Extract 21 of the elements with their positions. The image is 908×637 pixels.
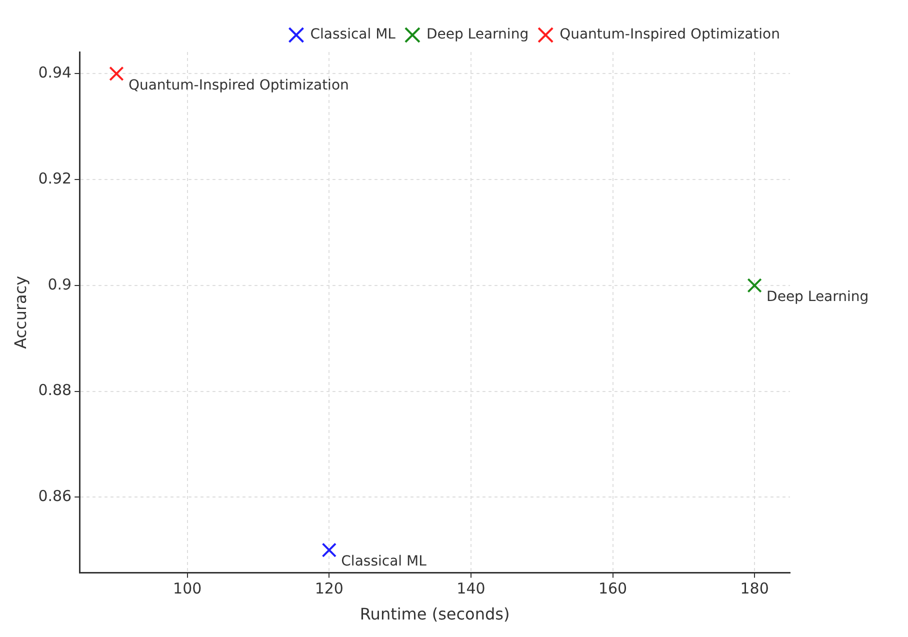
x-tick-label: 160 bbox=[598, 580, 628, 598]
y-tick-label: 0.86 bbox=[38, 487, 72, 506]
x-tick-label: 120 bbox=[314, 580, 344, 598]
x-tick-label: 180 bbox=[740, 580, 769, 598]
point bbox=[322, 542, 337, 558]
point bbox=[109, 66, 124, 82]
y-tick-label: 0.88 bbox=[38, 381, 72, 400]
y-tick-label: 0.94 bbox=[38, 64, 72, 82]
x-tick-label: 100 bbox=[173, 580, 202, 598]
legend-label: Deep Learning bbox=[426, 26, 529, 43]
legend-label: Classical ML bbox=[310, 26, 396, 43]
annotation: Deep Learning bbox=[766, 289, 869, 306]
legend-label: Quantum-Inspired Optimization bbox=[560, 26, 780, 43]
x-tick-label: 140 bbox=[456, 580, 486, 598]
annotation: Quantum-Inspired Optimization bbox=[128, 77, 349, 94]
y-tick-label: 0.92 bbox=[38, 169, 72, 188]
y-axis-title: Accuracy bbox=[10, 276, 30, 349]
point bbox=[747, 278, 762, 293]
y-tick-label: 0.9 bbox=[48, 275, 72, 294]
annotation: Classical ML bbox=[341, 554, 427, 570]
x-axis-title: Runtime (seconds) bbox=[360, 604, 510, 624]
